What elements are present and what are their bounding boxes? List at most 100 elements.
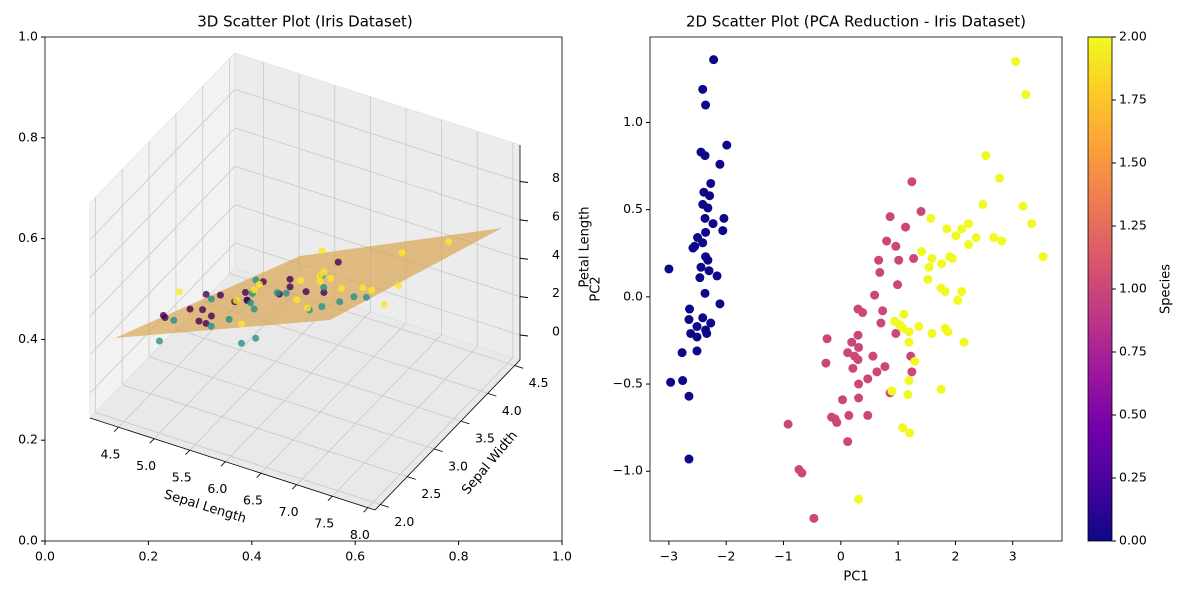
point xyxy=(964,240,974,250)
point xyxy=(927,253,937,263)
x-tick-label: −3 xyxy=(660,549,678,564)
point xyxy=(854,393,864,403)
point xyxy=(237,320,245,328)
point xyxy=(696,262,706,272)
point xyxy=(948,253,958,263)
grid-line xyxy=(189,299,336,451)
point xyxy=(822,334,832,344)
point xyxy=(1011,56,1021,66)
point xyxy=(1018,201,1028,211)
grid-line xyxy=(331,345,478,497)
point xyxy=(685,304,695,314)
point xyxy=(712,271,722,281)
x-tick-label: 1 xyxy=(894,549,902,564)
x-tick xyxy=(363,507,369,513)
point xyxy=(878,306,888,316)
point xyxy=(302,288,310,296)
point xyxy=(282,289,290,297)
grid-line xyxy=(225,311,371,462)
point xyxy=(692,346,702,356)
x-tick-label: 0.6 xyxy=(345,549,365,564)
point xyxy=(684,454,694,464)
point xyxy=(899,309,909,319)
point xyxy=(853,330,863,340)
point xyxy=(216,291,224,299)
point xyxy=(706,318,716,328)
x-tick xyxy=(327,495,333,501)
point xyxy=(700,288,710,298)
point xyxy=(989,233,999,243)
x-tick-label: 2 xyxy=(951,549,959,564)
point xyxy=(664,264,674,274)
y-tick-label: 1.0 xyxy=(18,29,38,44)
y-tick-label: 2.0 xyxy=(394,514,414,529)
colorbar xyxy=(1087,36,1113,542)
point xyxy=(705,191,715,201)
point xyxy=(904,376,914,386)
y-tick-label: 3.5 xyxy=(475,431,495,446)
point xyxy=(863,410,873,420)
point xyxy=(844,410,854,420)
grid-line xyxy=(95,412,381,505)
y-tick-label: 0.2 xyxy=(18,432,38,447)
point xyxy=(924,262,934,272)
grid-line xyxy=(367,357,514,508)
point xyxy=(702,328,712,338)
point xyxy=(368,286,376,294)
point xyxy=(971,233,981,243)
point xyxy=(848,363,858,373)
point xyxy=(362,293,370,301)
point xyxy=(706,178,716,188)
y-tick xyxy=(407,476,416,480)
point xyxy=(159,311,167,319)
point xyxy=(1021,90,1031,100)
point xyxy=(286,283,294,291)
point xyxy=(715,299,725,309)
point xyxy=(880,362,890,372)
point xyxy=(337,284,345,292)
point xyxy=(838,395,848,405)
point xyxy=(688,243,698,253)
point xyxy=(809,513,819,523)
point xyxy=(843,348,853,358)
point xyxy=(701,227,711,237)
point xyxy=(783,419,793,429)
point xyxy=(273,289,281,297)
colorbar-tick-label: 0.00 xyxy=(1119,533,1147,548)
point xyxy=(1027,219,1037,229)
point xyxy=(692,332,702,342)
point xyxy=(247,299,255,307)
z-axis-label: Petal Length xyxy=(578,206,593,287)
x-tick-label: 7.5 xyxy=(314,516,334,531)
x-tick-label: 5.5 xyxy=(172,470,192,485)
y-tick-label: 0.0 xyxy=(18,533,38,548)
z-tick xyxy=(519,257,529,260)
point xyxy=(1038,252,1048,262)
point xyxy=(398,249,406,257)
point xyxy=(940,287,950,297)
point xyxy=(997,236,1007,246)
point xyxy=(904,337,914,347)
z-tick-label: 2 xyxy=(552,285,560,300)
y-axis-label: PC2 xyxy=(589,276,604,301)
point xyxy=(445,238,453,246)
point xyxy=(359,284,367,292)
point xyxy=(874,255,884,265)
y-tick-label: 1.0 xyxy=(623,114,643,129)
point xyxy=(937,259,947,269)
point xyxy=(684,391,694,401)
colorbar-label: Species xyxy=(1159,264,1174,314)
y-tick-label: 0.4 xyxy=(18,331,38,346)
fit-surface xyxy=(115,228,502,338)
point xyxy=(232,297,240,305)
grid-line xyxy=(175,328,462,422)
point xyxy=(821,358,831,368)
colorbar-tick-label: 1.25 xyxy=(1119,218,1147,233)
axes-frame xyxy=(44,36,563,542)
point xyxy=(959,337,969,347)
point xyxy=(320,268,328,276)
point xyxy=(863,374,873,384)
y-tick-label: 4.5 xyxy=(529,375,549,390)
grid-line xyxy=(122,384,408,478)
